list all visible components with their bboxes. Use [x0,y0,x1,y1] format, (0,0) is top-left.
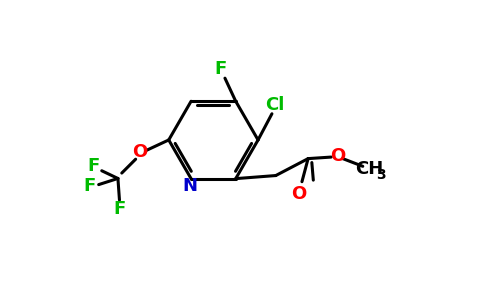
Text: 3: 3 [376,168,385,182]
Text: F: F [87,157,99,175]
Text: O: O [330,146,345,164]
Text: N: N [183,177,198,195]
Text: F: F [83,177,95,195]
Text: O: O [291,185,306,203]
Text: Cl: Cl [265,95,285,113]
Text: F: F [113,200,125,218]
Text: CH: CH [356,160,384,178]
Text: F: F [214,60,227,78]
Text: O: O [132,143,147,161]
